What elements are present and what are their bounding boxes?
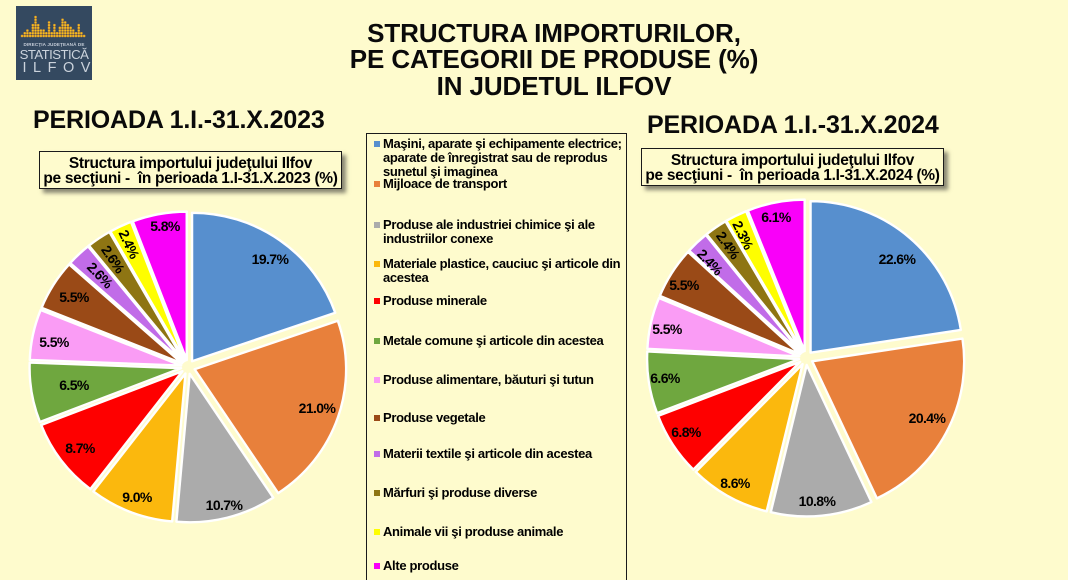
svg-text:22.6%: 22.6%	[879, 251, 917, 267]
svg-text:10.8%: 10.8%	[799, 493, 837, 509]
svg-text:6.8%: 6.8%	[671, 424, 702, 440]
svg-text:20.4%: 20.4%	[909, 410, 947, 426]
svg-text:8.6%: 8.6%	[720, 475, 751, 491]
svg-text:5.8%: 5.8%	[150, 218, 181, 234]
svg-text:9.0%: 9.0%	[122, 489, 153, 505]
svg-text:5.5%: 5.5%	[39, 334, 70, 350]
svg-text:6.6%: 6.6%	[650, 370, 681, 386]
svg-text:5.5%: 5.5%	[652, 321, 683, 337]
svg-text:6.5%: 6.5%	[59, 377, 90, 393]
svg-text:8.7%: 8.7%	[65, 440, 96, 456]
svg-text:10.7%: 10.7%	[206, 497, 244, 513]
svg-text:21.0%: 21.0%	[299, 400, 337, 416]
svg-text:5.5%: 5.5%	[669, 277, 700, 293]
svg-text:6.1%: 6.1%	[761, 209, 792, 225]
svg-text:19.7%: 19.7%	[252, 251, 290, 267]
svg-text:5.5%: 5.5%	[59, 289, 90, 305]
